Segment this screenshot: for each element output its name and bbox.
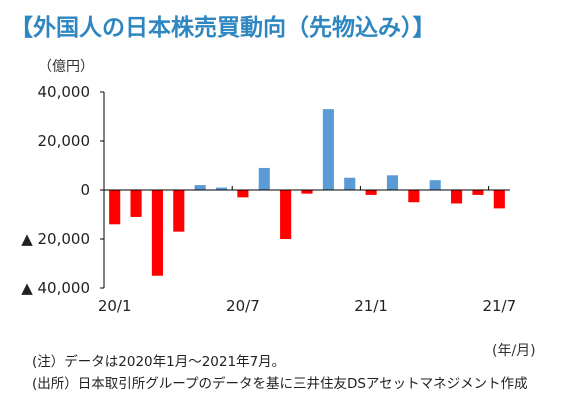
- x-tick-label-20/1: 20/1: [98, 297, 132, 315]
- note-data-period: (注）データは2020年1月～2021年7月。: [32, 354, 286, 370]
- bar-20/5: [194, 185, 206, 190]
- bar-21/6: [472, 190, 484, 195]
- x-tick-label-21/7: 21/7: [482, 297, 516, 315]
- bar-20/11: [322, 109, 334, 190]
- axes-group: [100, 91, 510, 289]
- y-tick-label: 40,000: [38, 83, 91, 101]
- bar-21/2: [386, 175, 399, 190]
- bar-20/3: [151, 190, 163, 276]
- bar-21/7: [493, 190, 505, 209]
- bar-20/1: [109, 190, 121, 225]
- bar-21/5: [451, 190, 463, 204]
- x-tick-label-21/1: 21/1: [354, 297, 388, 315]
- bar-21/3: [408, 190, 420, 203]
- note-source: (出所）日本取引所グループのデータを基に三井住友DSアセットマネジメント作成: [32, 376, 528, 392]
- bar-20/8: [258, 167, 270, 190]
- y-tick-label: 20,000: [38, 132, 91, 150]
- bar-20/12: [344, 177, 356, 190]
- y-tick-label: 0: [80, 181, 90, 199]
- bars-group: [109, 109, 505, 276]
- bar-20/4: [173, 190, 185, 232]
- bar-20/7: [237, 190, 249, 198]
- y-tick-label: ▲ 20,000: [21, 230, 90, 248]
- x-tick-label-20/7: 20/7: [226, 297, 260, 315]
- x-ticks-group: 20/1 20/7 21/1 21/7: [98, 297, 516, 315]
- bar-20/10: [301, 190, 313, 194]
- y-axis-unit: （億円）: [38, 59, 94, 75]
- x-axis-unit: (年/月): [492, 343, 536, 359]
- bar-21/4: [429, 180, 441, 190]
- bar-20/6: [215, 187, 228, 190]
- chart-title: 【外国人の日本株売買動向（先物込み）】: [10, 15, 436, 41]
- bar-20/9: [280, 190, 292, 239]
- y-tick-label: ▲ 40,000: [21, 279, 90, 297]
- bar-21/1: [365, 190, 377, 195]
- bar-20/2: [130, 190, 142, 217]
- y-ticks-group: 40,000 20,000 0 ▲ 20,000 ▲ 40,000: [21, 83, 90, 297]
